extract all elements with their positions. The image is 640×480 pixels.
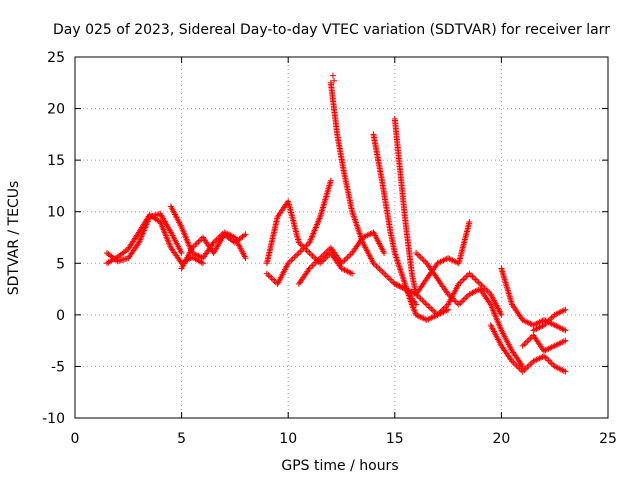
data-point — [329, 72, 336, 79]
series-track-p — [519, 332, 569, 354]
x-tick-label: 0 — [71, 431, 80, 447]
data-point — [562, 327, 569, 334]
chart-title: Day 025 of 2023, Sidereal Day-to-day VTE… — [53, 22, 610, 38]
data-point — [445, 306, 452, 313]
x-axis-ticks: 0 5 10 15 20 25 — [71, 57, 617, 447]
plot-frame — [74, 56, 609, 419]
data-point — [331, 77, 338, 84]
data-series — [103, 72, 569, 375]
data-point — [327, 177, 334, 184]
data-point — [410, 304, 417, 311]
y-tick-label: 20 — [47, 102, 65, 118]
y-tick-label: 5 — [56, 256, 65, 272]
x-tick-label: 25 — [599, 431, 617, 447]
series-track-j — [391, 115, 473, 298]
data-point — [242, 255, 249, 262]
data-point — [410, 305, 417, 312]
outlier-points — [329, 72, 338, 84]
data-point — [408, 301, 415, 308]
data-point — [381, 249, 388, 256]
y-tick-label: 25 — [47, 50, 65, 66]
y-tick-label: -5 — [51, 359, 65, 375]
data-point — [562, 368, 569, 375]
series-track-n — [487, 322, 569, 375]
x-tick-label: 15 — [386, 431, 404, 447]
series-track-i — [370, 131, 452, 324]
y-tick-label: 10 — [47, 205, 65, 221]
data-point — [519, 363, 526, 370]
y-axis-label: SDTVAR / TECUs — [6, 181, 22, 296]
x-tick-label: 10 — [279, 431, 297, 447]
data-point — [498, 311, 505, 318]
data-point — [130, 238, 137, 245]
data-point — [199, 260, 206, 267]
data-point — [126, 244, 133, 251]
data-point — [411, 307, 418, 314]
data-point — [178, 249, 185, 256]
data-point — [562, 306, 569, 313]
y-tick-label: -10 — [42, 411, 65, 427]
y-tick-label: 15 — [47, 153, 65, 169]
data-point — [242, 231, 249, 238]
x-axis-label: GPS time / hours — [281, 458, 398, 474]
data-point — [411, 308, 418, 315]
series-track-d — [178, 231, 249, 272]
series-track-o — [530, 306, 569, 334]
x-tick-label: 5 — [177, 431, 186, 447]
data-point — [562, 337, 569, 344]
data-point — [409, 303, 416, 310]
y-tick-label: 0 — [56, 308, 65, 324]
y-axis-ticks: -10 -5 0 5 10 15 20 25 — [42, 50, 608, 427]
series-track-l — [413, 249, 526, 370]
data-point — [349, 270, 356, 277]
series-track-k — [391, 270, 505, 318]
data-point — [466, 219, 473, 226]
series-track-b — [103, 210, 185, 265]
x-tick-label: 20 — [492, 431, 510, 447]
data-point — [134, 232, 141, 239]
